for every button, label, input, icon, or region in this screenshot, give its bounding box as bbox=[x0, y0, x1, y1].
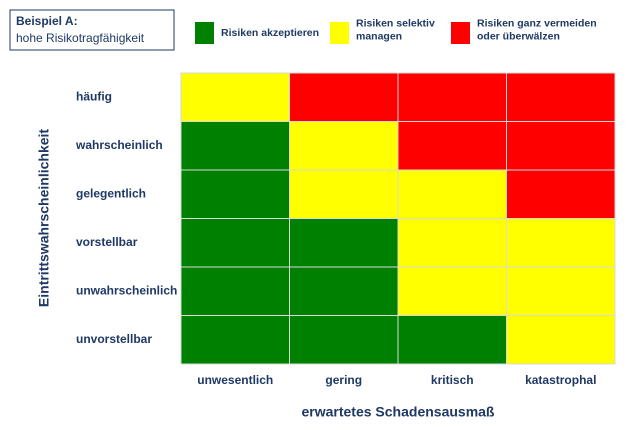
matrix-cell bbox=[180, 121, 290, 171]
column-label: unwesentlich bbox=[197, 373, 273, 387]
column-label: katastrophal bbox=[525, 373, 596, 387]
legend-swatch bbox=[451, 22, 470, 44]
row-label: unvorstellbar bbox=[76, 332, 152, 346]
matrix-cell bbox=[289, 218, 399, 268]
legend-label: Risiken ganz vermeiden bbox=[477, 17, 597, 29]
matrix-cell bbox=[506, 266, 616, 316]
matrix-cell bbox=[289, 266, 399, 316]
matrix-cell bbox=[506, 121, 616, 171]
matrix-cell bbox=[506, 315, 616, 365]
matrix-cell bbox=[397, 169, 507, 219]
row-label: gelegentlich bbox=[76, 186, 146, 200]
legend-label: managen bbox=[356, 30, 402, 42]
matrix-cell bbox=[397, 315, 507, 365]
y-axis-label: Eintrittswahrscheinlichkeit bbox=[36, 129, 52, 307]
legend-swatch bbox=[330, 22, 349, 44]
row-label: vorstellbar bbox=[76, 235, 138, 249]
header-box bbox=[9, 9, 175, 51]
matrix-cell bbox=[397, 266, 507, 316]
column-label: gering bbox=[325, 373, 362, 387]
matrix-cell bbox=[397, 72, 507, 122]
legend-label: Risiken selektiv bbox=[356, 17, 435, 29]
legend-label: Risiken akzeptieren bbox=[221, 27, 319, 39]
matrix-cell bbox=[289, 121, 399, 171]
header-subtitle: hohe Risikotragfähigkeit bbox=[16, 31, 145, 45]
matrix-cell bbox=[180, 72, 290, 122]
x-axis-label: erwartetes Schadensausmaß bbox=[302, 404, 495, 420]
column-label: kritisch bbox=[431, 373, 474, 387]
row-label: unwahrscheinlich bbox=[76, 283, 177, 297]
legend-label: oder überwälzen bbox=[477, 30, 560, 42]
matrix-cell bbox=[180, 266, 290, 316]
header-title: Beispiel A: bbox=[16, 14, 78, 28]
matrix-cell bbox=[289, 169, 399, 219]
row-label: wahrscheinlich bbox=[75, 138, 163, 152]
matrix-cell bbox=[397, 218, 507, 268]
matrix-cell bbox=[289, 315, 399, 365]
matrix-cell bbox=[180, 169, 290, 219]
matrix-cell bbox=[506, 72, 616, 122]
matrix-cell bbox=[397, 121, 507, 171]
matrix-cell bbox=[289, 72, 399, 122]
matrix-cell bbox=[506, 169, 616, 219]
row-label: häufig bbox=[76, 89, 112, 103]
matrix-cell bbox=[506, 218, 616, 268]
matrix-cell bbox=[180, 218, 290, 268]
legend-swatch bbox=[195, 22, 214, 44]
matrix-cell bbox=[180, 315, 290, 365]
